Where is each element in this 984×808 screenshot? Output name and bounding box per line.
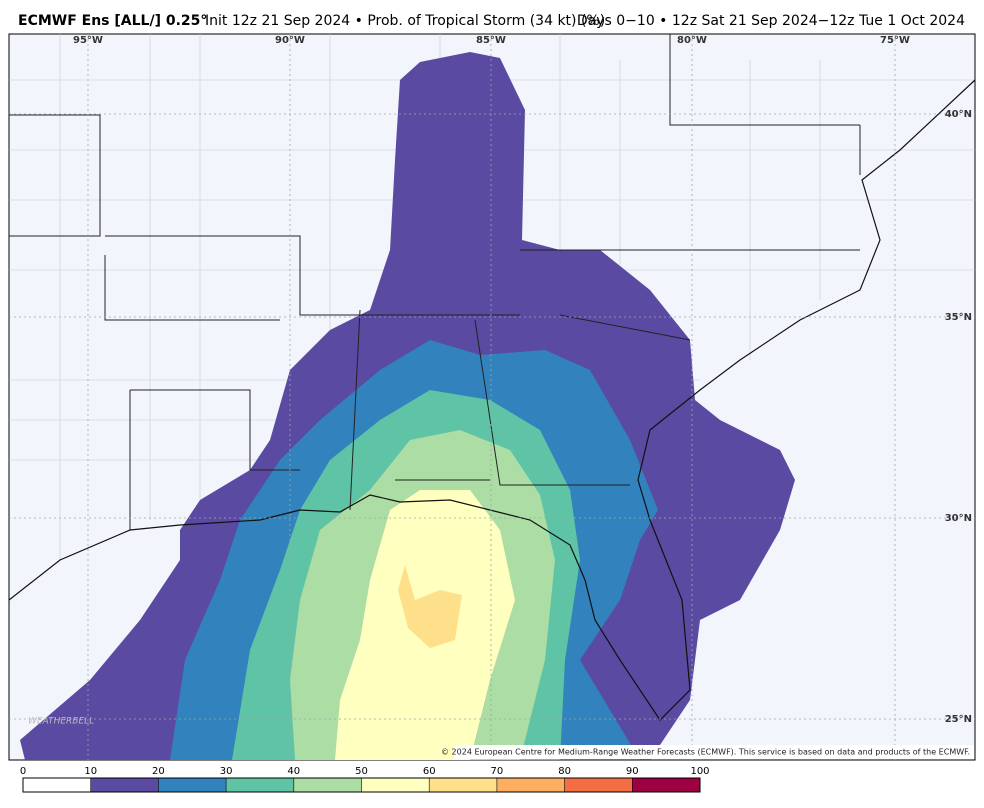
colorbar-label: 0 xyxy=(20,766,26,777)
colorbar-label: 40 xyxy=(287,766,300,777)
colorbar-label: 90 xyxy=(626,766,639,777)
coastline xyxy=(9,79,975,721)
colorbar-label: 70 xyxy=(491,766,504,777)
logo: WEATHERBELL xyxy=(28,717,94,727)
colorbar-bin xyxy=(632,778,700,792)
colorbar-label: 80 xyxy=(558,766,571,777)
colorbar-bin xyxy=(293,778,362,792)
lon-label: 80°W xyxy=(677,35,707,46)
lon-label: 95°W xyxy=(73,35,103,46)
title: Init 12z 21 Sep 2024 • Prob. of Tropical… xyxy=(205,13,605,29)
state-borders xyxy=(9,34,861,530)
colorbar-bin xyxy=(361,778,430,792)
colorbar-label: 30 xyxy=(220,766,233,777)
probability-contours xyxy=(20,52,795,760)
colorbar-bin xyxy=(496,778,565,792)
lon-label: 90°W xyxy=(275,35,305,46)
colorbar-label: 100 xyxy=(690,766,709,777)
contour-60 xyxy=(398,565,462,648)
colorbar-bin xyxy=(23,778,91,792)
lat-label: 30°N xyxy=(945,513,972,524)
colorbar-label: 10 xyxy=(84,766,97,777)
colorbar-bin xyxy=(564,778,633,792)
colorbar-bin xyxy=(429,778,497,792)
colorbar-label: 60 xyxy=(423,766,436,777)
colorbar-label: 50 xyxy=(355,766,368,777)
credit: © 2024 European Centre for Medium-Range … xyxy=(441,748,970,757)
map-frame: 95°W 90°W 85°W 80°W 75°W 40°N 35°N 30°N … xyxy=(8,33,976,761)
colorbar: 0 10 20 30 40 50 60 70 80 90 100 xyxy=(20,766,710,793)
lon-label: 85°W xyxy=(476,35,506,46)
lat-label: 25°N xyxy=(945,714,972,725)
colorbar-label: 20 xyxy=(152,766,165,777)
colorbar-bin xyxy=(226,778,294,792)
lon-label: 75°W xyxy=(880,35,910,46)
title-bold: ECMWF Ens [ALL/] 0.25° xyxy=(18,13,207,29)
valid-time: Days 0−10 • 12z Sat 21 Sep 2024−12z Tue … xyxy=(577,13,965,29)
lat-label: 40°N xyxy=(945,109,972,120)
credit-box xyxy=(454,745,974,759)
colorbar-bin xyxy=(158,778,227,792)
colorbar-bin xyxy=(90,778,159,792)
lat-label: 35°N xyxy=(945,312,972,323)
